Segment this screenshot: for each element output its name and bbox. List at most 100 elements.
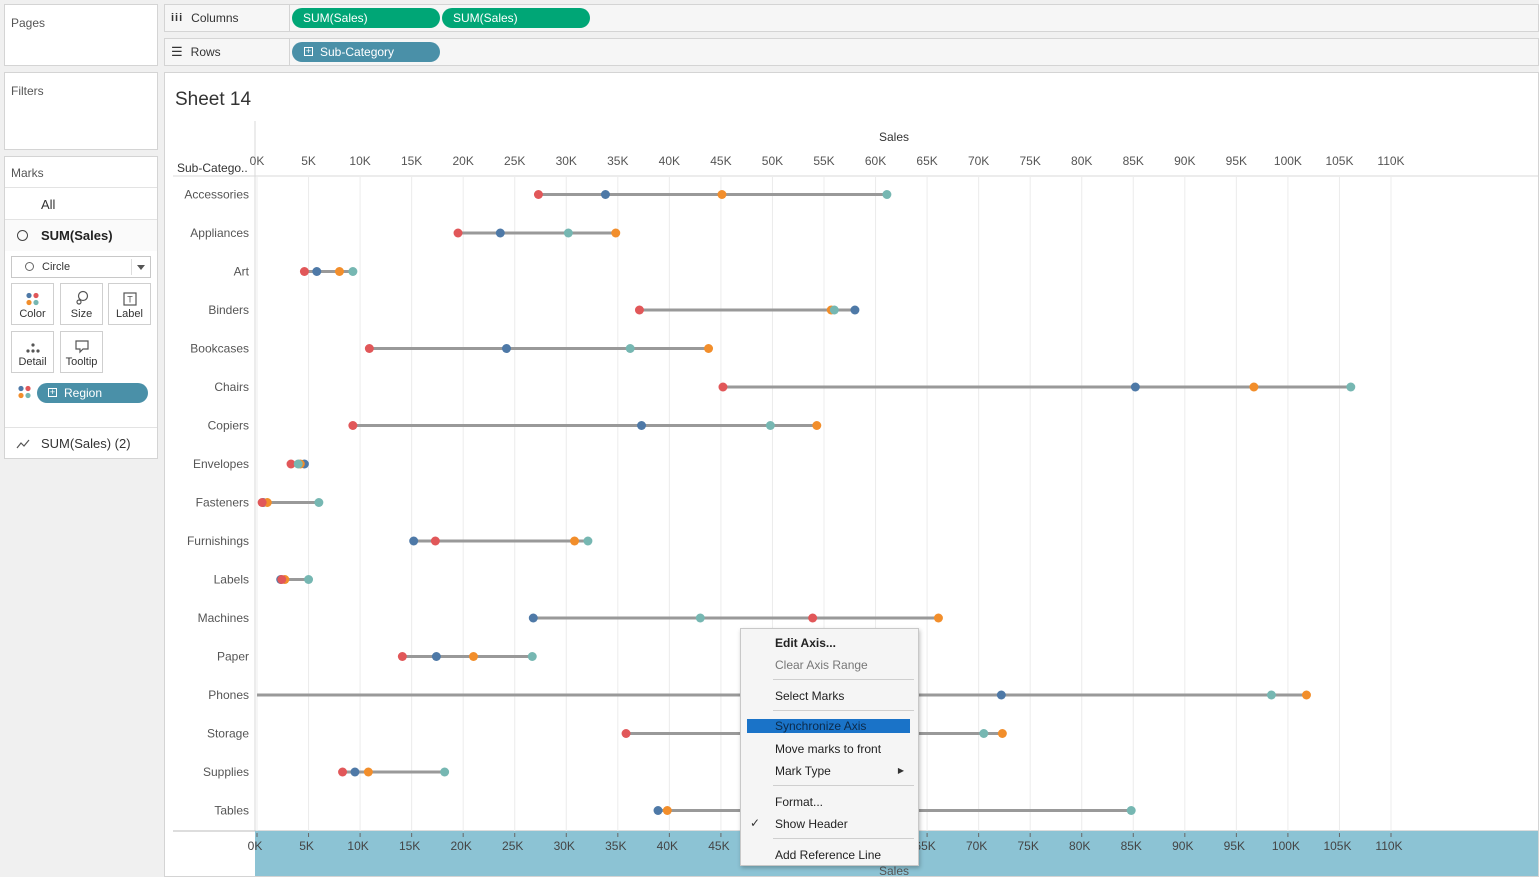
detail-button[interactable]: Detail [11, 331, 54, 373]
sub-category-label[interactable]: Machines [198, 611, 249, 625]
bottom-axis-tick-label[interactable]: 80K [1069, 839, 1090, 853]
region-mark[interactable] [570, 536, 580, 546]
marks-all-tab[interactable]: All [5, 187, 157, 219]
region-mark[interactable] [397, 652, 407, 661]
region-mark[interactable] [637, 421, 647, 430]
top-axis-tick-label[interactable]: 110K [1377, 154, 1404, 168]
region-mark[interactable] [662, 806, 672, 815]
region-mark[interactable] [1346, 382, 1356, 392]
region-mark[interactable] [453, 228, 463, 238]
sub-category-label[interactable]: Art [234, 265, 250, 279]
region-mark[interactable] [611, 228, 621, 238]
region-mark[interactable] [765, 421, 775, 430]
region-mark[interactable] [808, 613, 818, 623]
region-mark[interactable] [704, 344, 714, 353]
top-axis-tick-label[interactable]: 25K [504, 154, 525, 168]
menu-show-header[interactable]: Show Header [775, 817, 848, 831]
bottom-axis-tick-label[interactable]: 100K [1272, 839, 1300, 853]
region-mark[interactable] [286, 459, 296, 469]
top-axis-tick-label[interactable]: 95K [1226, 154, 1247, 168]
sub-category-label[interactable]: Labels [214, 573, 249, 587]
sub-category-label[interactable]: Supplies [203, 765, 249, 779]
bottom-axis-tick-label[interactable]: 25K [502, 839, 523, 853]
bottom-axis-tick-label[interactable]: 65K [914, 839, 935, 853]
top-axis-tick-label[interactable]: 60K [865, 154, 886, 168]
marks-measure-2-tab[interactable]: SUM(Sales) (2) [5, 427, 157, 459]
region-mark[interactable] [312, 267, 322, 276]
bottom-axis-tick-label[interactable]: 20K [451, 839, 472, 853]
sub-category-label[interactable]: Storage [207, 727, 249, 741]
region-mark[interactable] [625, 344, 635, 353]
color-button[interactable]: Color [11, 283, 54, 325]
rows-pill-sub-category[interactable]: + Sub-Category [292, 42, 440, 62]
bottom-axis-tick-label[interactable]: 30K [554, 839, 575, 853]
region-mark[interactable] [430, 536, 440, 546]
top-axis-tick-label[interactable]: 0K [250, 154, 265, 168]
menu-add-reference-line[interactable]: Add Reference Line [775, 848, 882, 862]
region-mark[interactable] [293, 459, 303, 469]
bottom-axis-tick-label[interactable]: 5K [299, 839, 314, 853]
bottom-axis-tick-label[interactable]: 10K [347, 839, 368, 853]
top-axis-tick-label[interactable]: 40K [659, 154, 680, 168]
region-mark[interactable] [528, 613, 538, 623]
sub-category-label[interactable]: Phones [208, 688, 249, 702]
sub-category-label[interactable]: Accessories [184, 188, 249, 202]
bottom-axis-tick-label[interactable]: 95K [1224, 839, 1245, 853]
region-mark[interactable] [979, 729, 989, 738]
pages-card[interactable]: Pages [4, 4, 158, 66]
top-axis-tick-label[interactable]: 5K [301, 154, 316, 168]
top-axis-tick-label[interactable]: 35K [607, 154, 628, 168]
region-mark[interactable] [812, 421, 822, 430]
region-mark[interactable] [348, 421, 358, 430]
menu-clear-axis-range[interactable]: Clear Axis Range [775, 658, 868, 672]
top-axis-tick-label[interactable]: 80K [1071, 154, 1092, 168]
tooltip-button[interactable]: Tooltip [60, 331, 103, 373]
region-mark[interactable] [348, 267, 358, 276]
sub-category-label[interactable]: Fasteners [196, 496, 249, 510]
region-mark[interactable] [257, 498, 267, 507]
region-mark[interactable] [621, 729, 631, 738]
region-mark[interactable] [1126, 806, 1136, 815]
region-mark[interactable] [527, 652, 537, 661]
region-mark[interactable] [468, 652, 478, 661]
expand-icon[interactable]: + [48, 387, 57, 397]
marks-measure-tab[interactable]: SUM(Sales) [5, 219, 157, 251]
bottom-axis-tick-label[interactable]: 0K [248, 839, 263, 853]
top-axis-tick-label[interactable]: 65K [916, 154, 937, 168]
menu-select-marks[interactable]: Select Marks [775, 689, 845, 703]
filters-card[interactable]: Filters [4, 72, 158, 150]
columns-pill-1[interactable]: SUM(Sales) [292, 8, 440, 28]
region-mark[interactable] [409, 536, 419, 546]
region-mark[interactable] [533, 190, 543, 199]
sub-category-label[interactable]: Appliances [190, 226, 249, 240]
columns-shelf[interactable]: iii Columns SUM(Sales) SUM(Sales) [164, 4, 1539, 32]
sub-category-label[interactable]: Binders [208, 303, 249, 317]
sub-category-label[interactable]: Chairs [214, 380, 249, 394]
sub-category-label[interactable]: Furnishings [187, 534, 249, 548]
sub-category-label[interactable]: Bookcases [190, 342, 249, 356]
top-axis-tick-label[interactable]: 100K [1274, 154, 1302, 168]
region-mark[interactable] [583, 536, 593, 546]
menu-edit-axis[interactable]: Edit Axis... [775, 636, 836, 650]
bottom-axis-title[interactable]: Sales [879, 864, 909, 877]
menu-format[interactable]: Format... [775, 795, 824, 809]
region-mark[interactable] [1301, 690, 1311, 700]
top-axis-tick-label[interactable]: 10K [349, 154, 370, 168]
region-mark[interactable] [277, 575, 287, 584]
region-mark[interactable] [829, 305, 839, 315]
bottom-axis-tick-label[interactable]: 75K [1018, 839, 1039, 853]
top-axis-tick-label[interactable]: 20K [453, 154, 474, 168]
region-mark[interactable] [1130, 382, 1140, 392]
region-mark[interactable] [495, 228, 505, 238]
region-mark[interactable] [653, 806, 663, 815]
size-button[interactable]: Size [60, 283, 103, 325]
top-axis-tick-label[interactable]: 45K [710, 154, 731, 168]
menu-synchronize-axis[interactable]: Synchronize Axis [775, 719, 867, 733]
region-mark[interactable] [338, 767, 348, 777]
sub-category-label[interactable]: Envelopes [193, 457, 249, 471]
menu-move-marks-front[interactable]: Move marks to front [775, 742, 882, 756]
region-mark[interactable] [1249, 382, 1259, 392]
region-pill[interactable]: + Region [37, 383, 148, 403]
region-mark[interactable] [440, 767, 450, 777]
region-mark[interactable] [363, 767, 373, 777]
